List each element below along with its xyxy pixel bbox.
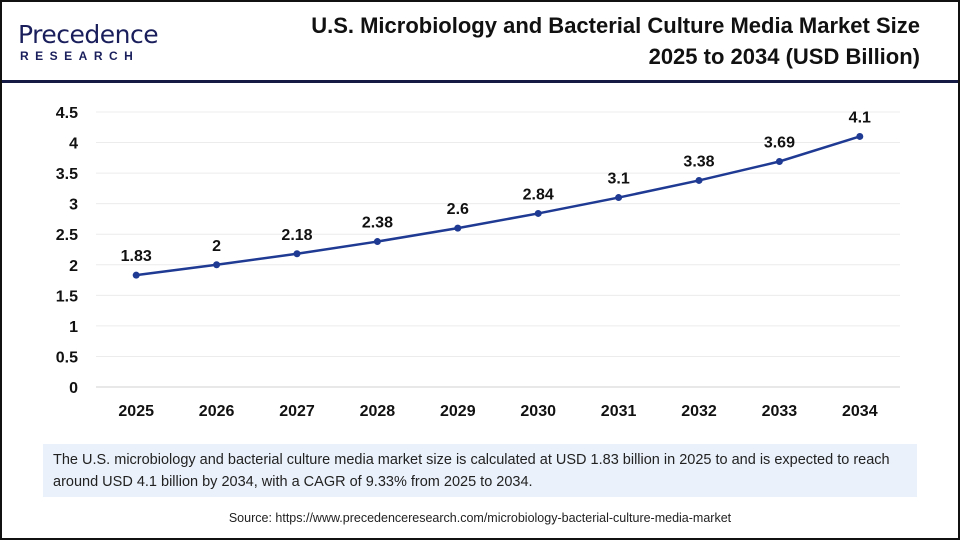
chart-title: U.S. Microbiology and Bacterial Culture … xyxy=(230,10,920,72)
data-point xyxy=(615,194,623,202)
x-tick-label: 2029 xyxy=(440,403,476,420)
data-point xyxy=(454,224,462,232)
logo-main: Precedence xyxy=(18,20,159,49)
logo: Precedence RESEARCH xyxy=(18,20,159,64)
data-point xyxy=(132,271,140,279)
y-tick-label: 0.5 xyxy=(56,349,78,366)
x-tick-label: 2027 xyxy=(279,403,315,420)
x-tick-label: 2026 xyxy=(199,403,235,420)
title-line-2: 2025 to 2034 (USD Billion) xyxy=(648,44,920,69)
data-label: 2.18 xyxy=(281,227,312,244)
data-label: 2.6 xyxy=(447,201,469,218)
data-label: 1.83 xyxy=(121,248,152,265)
summary-note: The U.S. microbiology and bacterial cult… xyxy=(43,444,917,497)
logo-sub: RESEARCH xyxy=(20,49,140,63)
source-text: Source: https://www.precedenceresearch.c… xyxy=(228,511,732,525)
y-tick-label: 1 xyxy=(69,319,78,336)
data-label: 3.38 xyxy=(683,153,714,170)
header-divider xyxy=(2,80,958,83)
x-tick-label: 2030 xyxy=(520,403,556,420)
data-point xyxy=(775,158,783,165)
x-tick-label: 2025 xyxy=(118,403,154,420)
x-tick-label: 2032 xyxy=(681,403,717,420)
y-tick-label: 3 xyxy=(69,197,78,214)
y-tick-label: 0 xyxy=(69,380,78,397)
data-point xyxy=(534,209,542,217)
data-point xyxy=(373,238,381,246)
y-tick-label: 3.5 xyxy=(56,166,78,183)
x-tick-label: 2031 xyxy=(601,403,637,420)
y-tick-label: 2.5 xyxy=(56,227,78,244)
data-label: 2.84 xyxy=(523,186,554,203)
data-point xyxy=(293,250,301,258)
data-point xyxy=(213,261,221,269)
x-tick-label: 2033 xyxy=(762,403,798,420)
series-line xyxy=(136,135,861,277)
data-label: 2.38 xyxy=(362,215,393,232)
y-tick-label: 2 xyxy=(69,258,78,275)
y-tick-label: 4 xyxy=(69,136,78,153)
data-label: 4.1 xyxy=(849,109,871,126)
y-tick-label: 4.5 xyxy=(56,105,78,122)
x-tick-label: 2028 xyxy=(360,403,396,420)
title-line-1: U.S. Microbiology and Bacterial Culture … xyxy=(311,13,920,38)
y-tick-label: 1.5 xyxy=(56,288,78,305)
data-label: 2 xyxy=(212,238,221,255)
data-label: 3.1 xyxy=(607,171,629,188)
data-label: 3.69 xyxy=(764,135,795,152)
data-point xyxy=(856,132,864,140)
x-tick-label: 2034 xyxy=(842,403,878,420)
data-point xyxy=(695,176,703,184)
